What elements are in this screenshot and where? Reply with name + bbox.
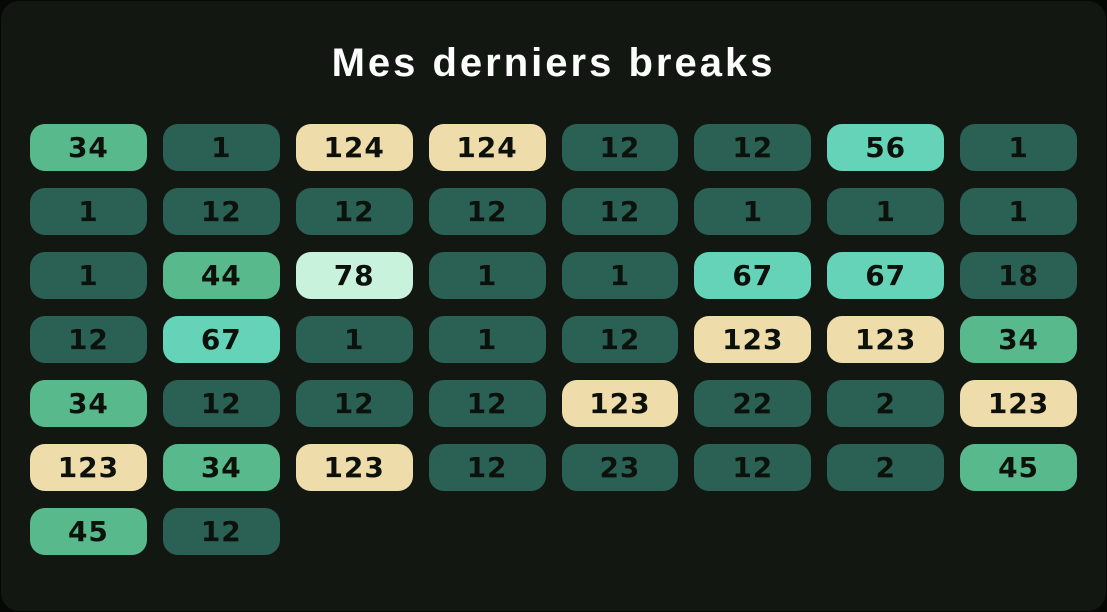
break-pill: 18 (960, 252, 1077, 299)
break-pill: 1 (827, 188, 945, 235)
break-pill: 1 (960, 124, 1077, 171)
break-pill: 67 (162, 316, 280, 363)
break-pill: 12 (428, 380, 546, 427)
break-pill: 1 (960, 188, 1077, 235)
break-pill: 45 (960, 444, 1077, 491)
break-pill: 34 (960, 316, 1077, 363)
break-pill: 34 (162, 444, 280, 491)
break-pill: 123 (561, 380, 679, 427)
break-pill: 1 (694, 188, 812, 235)
break-pill: 12 (162, 380, 280, 427)
break-pill: 124 (295, 124, 413, 171)
break-pill: 12 (561, 316, 679, 363)
break-pill: 78 (295, 252, 413, 299)
break-pill: 12 (561, 124, 679, 171)
break-pill: 1 (428, 252, 546, 299)
break-pill: 1 (295, 316, 413, 363)
break-pill: 123 (694, 316, 812, 363)
break-pill: 2 (827, 444, 945, 491)
break-pill: 123 (30, 444, 147, 491)
break-pill: 1 (428, 316, 546, 363)
break-pill: 1 (30, 252, 147, 299)
break-pill: 67 (827, 252, 945, 299)
break-pill: 12 (694, 124, 812, 171)
break-pill: 123 (960, 380, 1077, 427)
break-pill: 12 (162, 188, 280, 235)
break-pill: 44 (162, 252, 280, 299)
break-pill: 12 (428, 188, 546, 235)
break-pill: 124 (428, 124, 546, 171)
break-pill: 12 (295, 188, 413, 235)
page-title: Mes derniers breaks (331, 41, 776, 85)
break-pill: 1 (561, 252, 679, 299)
break-pill: 34 (30, 380, 147, 427)
break-pill: 22 (694, 380, 812, 427)
break-pill: 2 (827, 380, 945, 427)
break-pill: 34 (30, 124, 147, 171)
break-pill: 12 (561, 188, 679, 235)
break-pill: 12 (30, 316, 147, 363)
break-pill: 67 (694, 252, 812, 299)
break-pill: 12 (162, 508, 280, 555)
break-pill: 1 (30, 188, 147, 235)
break-pill: 12 (428, 444, 546, 491)
break-pill: 45 (30, 508, 147, 555)
break-pill: 123 (827, 316, 945, 363)
break-pill: 23 (561, 444, 679, 491)
break-pill: 56 (827, 124, 945, 171)
break-pill: 12 (694, 444, 812, 491)
break-pill: 1 (162, 124, 280, 171)
break-pill: 123 (295, 444, 413, 491)
break-pill: 12 (295, 380, 413, 427)
breaks-grid: 34 1 124 124 12 12 56 1 1 12 12 12 12 1 1 1 1 44 78 1 1 67 67 1… (1, 124, 1106, 555)
